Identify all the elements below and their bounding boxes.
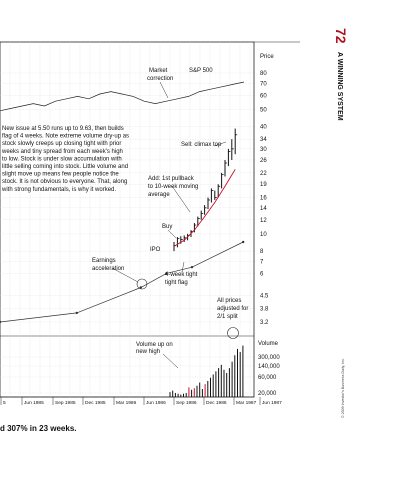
earnings-point: [242, 240, 245, 244]
price-tick-label: 80: [260, 71, 267, 77]
copyright-text: © 2009 Investor's Business Daily, Inc.: [341, 358, 345, 418]
pointer-flag: [181, 261, 185, 273]
x-tick-label: Dec 1985: [85, 400, 106, 406]
x-tick-label: Jun 1985: [24, 400, 44, 406]
annotation-tight-flag: 4-week tight: [165, 272, 198, 278]
price-tick-label: 3.2: [260, 320, 269, 326]
volume-tick-label: 20,000: [258, 391, 277, 397]
price-tick-label: 4.5: [260, 294, 269, 300]
earnings-highlight-circle: [136, 278, 148, 290]
annotation-description-line: with strong fundamentals, is why it work…: [1, 187, 116, 193]
volume-tick-label: 60,000: [258, 375, 277, 381]
pointer-sell: [213, 141, 227, 147]
price-tick-label: 30: [260, 147, 267, 153]
annotation-split: adjusted for: [217, 306, 248, 312]
annotation-sell-climax: Sell: climax top: [181, 142, 222, 148]
x-tick-label: Mar 1987: [236, 400, 257, 406]
moving-average-line: [173, 169, 236, 247]
annotation-description-line: little selling coming into stock. Little…: [2, 164, 128, 170]
annotation-volume-up: new high: [136, 349, 160, 355]
annotation-description-line: to low. Stock is under slow accumulation…: [2, 156, 122, 162]
price-tick-label: 10: [260, 232, 267, 238]
price-tick-label: 60: [260, 93, 267, 99]
x-tick-label: Jun 1986: [146, 400, 166, 406]
annotation-buy: Buy: [162, 224, 172, 230]
annotation-add-pullback: average: [148, 192, 170, 198]
price-tick-label: 14: [260, 206, 267, 212]
annotation-add-pullback: to 10-week moving: [148, 184, 198, 190]
price-tick-label: 7: [260, 259, 264, 265]
annotation-description-line: New issue at 5.50 runs up to 9.63, then …: [2, 126, 124, 132]
x-tick-label: Sep 1985: [55, 400, 76, 406]
price-axis-label: Price: [260, 54, 274, 60]
caption-text: d 307% in 23 weeks.: [0, 424, 77, 433]
volume-highlight-circle: [227, 327, 239, 339]
page-number: 72: [333, 28, 349, 44]
section-title: A WINNING SYSTEM: [336, 52, 343, 121]
annotation-market-correction: Market: [149, 68, 168, 74]
annotation-description-line: stock. It is not obvious to everyone. Th…: [2, 179, 127, 185]
annotation-description-line: flag of 4 weeks. Note extreme volume dry…: [2, 134, 129, 140]
price-tick-label: 40: [260, 125, 267, 131]
pointer-market: [159, 81, 169, 99]
annotation-ipo: IPO: [150, 247, 161, 253]
sp500-line: [0, 81, 245, 112]
earnings-point: [75, 311, 79, 315]
page-header: 72 A WINNING SYSTEM: [330, 22, 350, 152]
x-tick-label: Jun 1987: [262, 400, 282, 406]
annotation-add-pullback: Add: 1st pullback: [148, 176, 195, 182]
price-tick-label: 12: [260, 218, 267, 224]
annotation-description-line: stock slowly creeps up closing tight wit…: [2, 141, 121, 147]
earnings-line: [0, 241, 244, 323]
annotation-sp500: S&P 500: [189, 68, 213, 74]
price-tick-label: 50: [260, 107, 267, 113]
annotation-split: 2/1 split: [217, 314, 238, 320]
earnings-point: [139, 286, 142, 289]
earnings-point: [165, 272, 168, 275]
price-tick-label: 6: [260, 271, 264, 277]
annotation-description-line: slight move up means few people notice t…: [2, 172, 119, 178]
x-tick-label: Dec 1986: [206, 400, 227, 406]
copyright-notice: © 2009 Investor's Business Daily, Inc.: [338, 330, 348, 420]
x-tick-label: 5: [3, 400, 6, 406]
annotation-volume-up: Volume up on: [136, 342, 173, 348]
price-tick-label: 22: [260, 171, 267, 177]
pointer-volume: [162, 353, 179, 369]
pointer-pullback: [171, 185, 191, 213]
x-tick-label: Mar 1986: [116, 400, 137, 406]
price-tick-label: 34: [260, 137, 267, 143]
pointer-earnings: [111, 267, 139, 283]
x-tick-label: Sep 1986: [176, 400, 197, 406]
volume-tick-label: 300,000: [258, 355, 280, 361]
annotation-market-correction: correction: [147, 76, 173, 82]
earnings-point: [0, 320, 2, 324]
annotation-earnings: Earnings: [92, 258, 116, 264]
price-tick-label: 3.8: [260, 307, 269, 313]
pointer-buy: [167, 229, 177, 239]
price-tick-label: 19: [260, 182, 267, 188]
volume-tick-label: 140,000: [258, 364, 280, 370]
price-tick-label: 8: [260, 249, 264, 255]
annotation-tight-flag: tight flag: [165, 280, 188, 286]
annotation-description-line: weeks and tiny spread from each week's h…: [1, 149, 123, 155]
annotation-earnings: acceleration: [92, 266, 124, 272]
price-tick-label: 16: [260, 196, 267, 202]
price-tick-label: 70: [260, 81, 267, 87]
annotation-split: All prices: [217, 298, 241, 304]
page-header-text: 72 A WINNING SYSTEM: [333, 28, 349, 121]
price-tick-label: 26: [260, 158, 267, 164]
earnings-point: [190, 265, 194, 269]
volume-axis-label: Volume: [258, 341, 279, 347]
